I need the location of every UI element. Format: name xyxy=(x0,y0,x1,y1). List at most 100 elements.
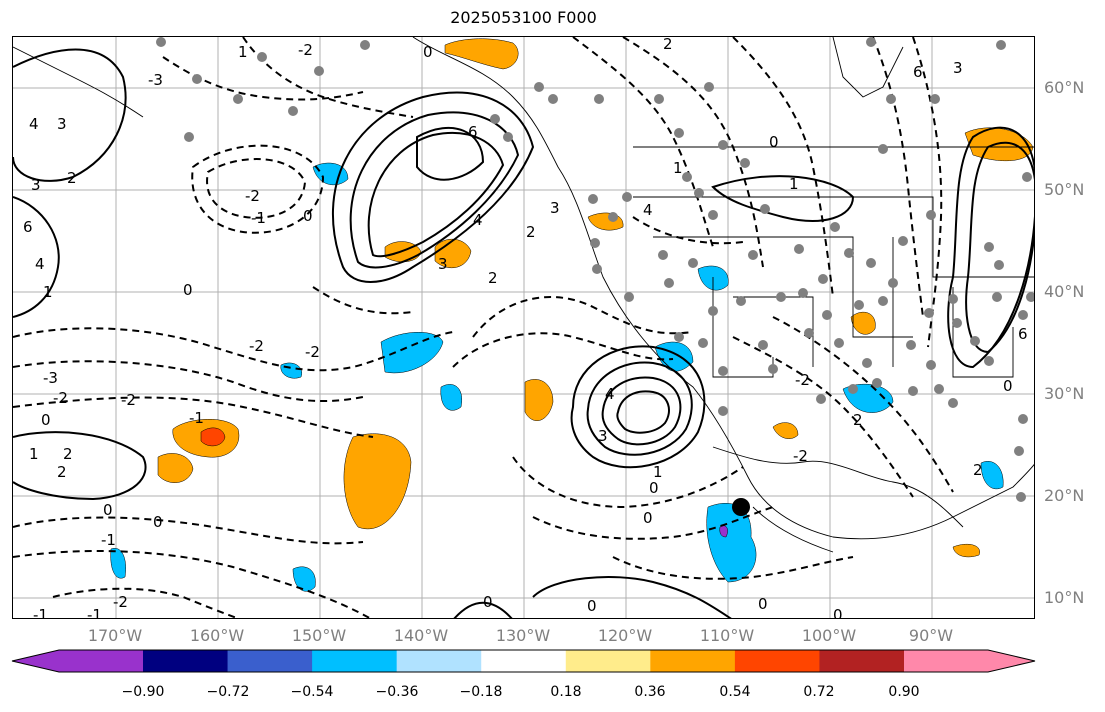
svg-text:0: 0 xyxy=(423,43,433,61)
colorbar-segment xyxy=(227,650,313,672)
cyan-patch-gulf-alaska xyxy=(312,162,349,186)
svg-text:2: 2 xyxy=(63,445,73,463)
svg-text:0: 0 xyxy=(103,501,113,519)
svg-text:3: 3 xyxy=(953,59,963,77)
svg-text:6: 6 xyxy=(1018,325,1028,343)
lat-label-40n: 40°N xyxy=(1044,282,1085,301)
svg-text:4: 4 xyxy=(643,201,653,219)
colorbar-segment xyxy=(819,650,905,672)
cyan-patch-pacific xyxy=(380,332,444,374)
cyan-patch-caribbean xyxy=(980,461,1004,490)
station-markers xyxy=(156,37,1034,502)
orange-patch-gulf xyxy=(952,544,980,558)
lat-label-60n: 60°N xyxy=(1044,78,1085,97)
solid-contours xyxy=(13,48,1034,618)
colorbar-tick-label: −0.72 xyxy=(206,684,250,700)
lon-label-140w: 140°W xyxy=(393,626,449,645)
svg-text:-1: -1 xyxy=(33,606,48,619)
svg-text:3: 3 xyxy=(438,255,448,273)
svg-text:4: 4 xyxy=(35,255,45,273)
colorbar-tick-label: 0.18 xyxy=(550,684,582,700)
map-panel: 6 4 3 2 6 4 1 3 2 4 3 1 2 2 0 0 -1 -2 -1… xyxy=(12,36,1035,619)
svg-text:2: 2 xyxy=(67,169,77,187)
plot-title: 2025053100 F000 xyxy=(450,8,597,27)
svg-text:1: 1 xyxy=(673,159,683,177)
colorbar-segment xyxy=(396,650,482,672)
svg-text:2: 2 xyxy=(57,463,67,481)
colorbar xyxy=(11,649,1036,673)
lat-label-20n: 20°N xyxy=(1044,486,1085,505)
svg-text:2: 2 xyxy=(973,461,983,479)
svg-text:2: 2 xyxy=(526,223,536,241)
colorbar-tick-label: 0.36 xyxy=(634,684,666,700)
colorbar-segment xyxy=(650,650,736,672)
svg-text:-2: -2 xyxy=(793,447,808,465)
svg-text:-2: -2 xyxy=(113,593,128,611)
svg-text:0: 0 xyxy=(758,595,768,613)
svg-text:-2: -2 xyxy=(121,391,136,409)
colorbar-tick-label: −0.54 xyxy=(290,684,334,700)
orange-patch-central xyxy=(343,433,412,530)
colorbar-segment xyxy=(143,650,229,672)
svg-text:2: 2 xyxy=(853,411,863,429)
svg-text:-1: -1 xyxy=(101,531,116,549)
colorbar-segment xyxy=(481,650,567,672)
svg-text:0: 0 xyxy=(643,509,653,527)
colorbar-segment xyxy=(565,650,651,672)
svg-text:6: 6 xyxy=(913,63,923,81)
cyan-patch-hawaii-s xyxy=(110,547,126,579)
svg-text:3: 3 xyxy=(550,199,560,217)
lon-label-120w: 120°W xyxy=(597,626,653,645)
svg-text:6: 6 xyxy=(468,123,478,141)
lat-label-30n: 30°N xyxy=(1044,384,1085,403)
svg-text:-2: -2 xyxy=(795,371,810,389)
svg-text:3: 3 xyxy=(57,115,67,133)
svg-text:4: 4 xyxy=(29,115,39,133)
lon-label-150w: 150°W xyxy=(291,626,347,645)
lon-label-100w: 100°W xyxy=(801,626,857,645)
lon-label-170w: 170°W xyxy=(87,626,143,645)
svg-text:1: 1 xyxy=(43,283,53,301)
colorbar-extend-low xyxy=(12,650,143,672)
cyan-patch-sw-coast xyxy=(280,362,303,379)
orange-patch-gulf-alaska xyxy=(444,38,519,70)
svg-text:0: 0 xyxy=(183,281,193,299)
colorbar-tick-label: 0.72 xyxy=(803,684,835,700)
coastlines xyxy=(13,37,1034,553)
colorbar-tick-label: −0.90 xyxy=(121,684,165,700)
svg-text:6: 6 xyxy=(23,218,33,236)
svg-text:2: 2 xyxy=(488,269,498,287)
cyan-patch-pacific-2 xyxy=(440,384,463,411)
black-point-marker xyxy=(732,498,750,516)
svg-text:0: 0 xyxy=(587,597,597,615)
colorbar-tick-label: 0.54 xyxy=(719,684,751,700)
svg-text:-3: -3 xyxy=(43,369,58,387)
svg-text:3: 3 xyxy=(598,427,608,445)
map-canvas: 6 4 3 2 6 4 1 3 2 4 3 1 2 2 0 0 -1 -2 -1… xyxy=(13,37,1034,619)
svg-text:-2: -2 xyxy=(245,187,260,205)
svg-text:-2: -2 xyxy=(298,41,313,59)
svg-text:4: 4 xyxy=(473,211,483,229)
svg-text:-1: -1 xyxy=(87,606,102,619)
lon-label-110w: 110°W xyxy=(699,626,755,645)
svg-text:0: 0 xyxy=(649,479,659,497)
svg-text:0: 0 xyxy=(41,411,51,429)
lon-label-90w: 90°W xyxy=(908,626,954,645)
svg-text:1: 1 xyxy=(653,463,663,481)
orange-patch-pacific-ne xyxy=(964,127,1034,161)
lon-label-130w: 130°W xyxy=(495,626,551,645)
svg-text:0: 0 xyxy=(833,606,843,619)
orange-patch-south xyxy=(157,453,194,483)
lat-label-10n: 10°N xyxy=(1044,588,1085,607)
svg-text:0: 0 xyxy=(483,593,493,611)
svg-text:-1: -1 xyxy=(189,409,204,427)
svg-text:2: 2 xyxy=(663,37,673,53)
svg-text:1: 1 xyxy=(238,43,248,61)
filled-anomaly-regions xyxy=(110,38,1034,592)
cyan-patch-south-pacific xyxy=(292,566,316,592)
colorbar-outline xyxy=(11,649,1036,673)
colorbar-tick-label: 0.90 xyxy=(888,684,920,700)
svg-text:3: 3 xyxy=(31,176,41,194)
svg-text:-2: -2 xyxy=(249,337,264,355)
colorbar-tick-label: −0.18 xyxy=(459,684,503,700)
